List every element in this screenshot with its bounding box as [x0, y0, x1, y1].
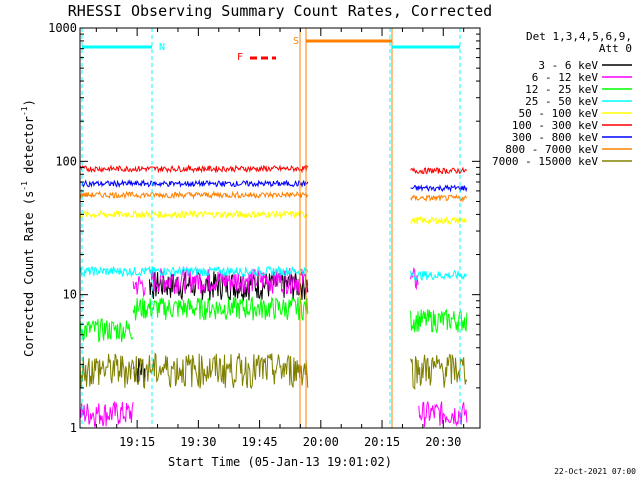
series-6 — [79, 178, 468, 193]
x-tick-label-0: 19:15 — [119, 435, 155, 449]
x-tick-label-1: 19:30 — [180, 435, 216, 449]
legend-label-8: 7000 - 15000 keV — [492, 155, 598, 168]
flag-2-label: S — [293, 36, 299, 47]
series-1-segment-4 — [418, 401, 468, 427]
x-tick-label-2: 19:45 — [242, 435, 278, 449]
series-3-segment-0 — [79, 265, 309, 278]
series-6-segment-1 — [410, 184, 468, 193]
series-7-segment-0 — [79, 190, 309, 200]
series-5-segment-1 — [410, 166, 468, 175]
series-3-segment-1 — [410, 269, 468, 281]
series-2-segment-0 — [79, 318, 134, 343]
y-tick-label-0: 1 — [70, 421, 77, 435]
legend-label-7: 800 - 7000 keV — [505, 143, 598, 156]
x-tick-label-5: 20:30 — [425, 435, 461, 449]
series-2-segment-2 — [410, 308, 468, 335]
series-4-segment-1 — [410, 215, 468, 226]
chart-title: RHESSI Observing Summary Count Rates, Co… — [68, 2, 492, 20]
series-3 — [79, 265, 468, 281]
series-1-segment-2 — [148, 266, 309, 295]
series-5 — [80, 164, 468, 175]
y-axis-label: Corrected Count Rate (s-1 detector-1) — [20, 99, 36, 357]
legend-label-1: 6 - 12 keV — [532, 71, 599, 84]
x-axis-label: Start Time (05-Jan-13 19:01:02) — [168, 455, 392, 469]
series-4 — [79, 209, 468, 226]
flag-0-label: N — [159, 42, 165, 53]
legend-header-line-2: Att 0 — [599, 42, 632, 55]
series-8-segment-1 — [410, 353, 468, 391]
x-tick-label-4: 20:15 — [364, 435, 400, 449]
series-5-segment-0 — [80, 164, 309, 174]
y-axis: 1 10 100 1000 — [48, 21, 480, 435]
legend-label-2: 12 - 25 keV — [525, 83, 598, 96]
x-tick-label-3: 20:00 — [303, 435, 339, 449]
flag-0: N — [81, 28, 165, 428]
series-1 — [79, 266, 468, 428]
legend-label-0: 3 - 6 keV — [538, 59, 598, 72]
series-8-segment-0 — [79, 352, 309, 390]
flag-layer: N F S — [81, 28, 461, 428]
flag-2: S — [293, 28, 393, 428]
series-1-segment-1 — [132, 276, 146, 298]
x-axis: 19:15 19:30 19:45 20:00 20:15 20:30 — [95, 28, 465, 449]
legend-header-line-1: Det 1,3,4,5,6,9, — [526, 30, 632, 43]
series-4-segment-0 — [79, 209, 309, 220]
y-tick-label-1: 10 — [63, 288, 77, 302]
series-7-segment-1 — [410, 193, 468, 203]
legend-label-6: 300 - 800 keV — [512, 131, 598, 144]
y-tick-label-2: 100 — [55, 154, 77, 168]
series-7 — [79, 190, 468, 203]
footer-date: 22-Oct-2021 07:00 — [554, 467, 636, 476]
y-tick-label-3: 1000 — [48, 21, 77, 35]
series-8 — [79, 352, 468, 391]
legend-label-5: 100 - 300 keV — [512, 119, 598, 132]
flag-1-label: F — [237, 52, 243, 63]
series-6-segment-0 — [79, 178, 309, 189]
flag-1: F — [237, 52, 276, 63]
legend-label-4: 50 - 100 keV — [519, 107, 599, 120]
series-1-segment-0 — [79, 400, 134, 428]
series-2-segment-1 — [132, 295, 309, 321]
series-layer — [79, 164, 468, 428]
series-2 — [79, 295, 468, 343]
legend-label-3: 25 - 50 keV — [525, 95, 598, 108]
